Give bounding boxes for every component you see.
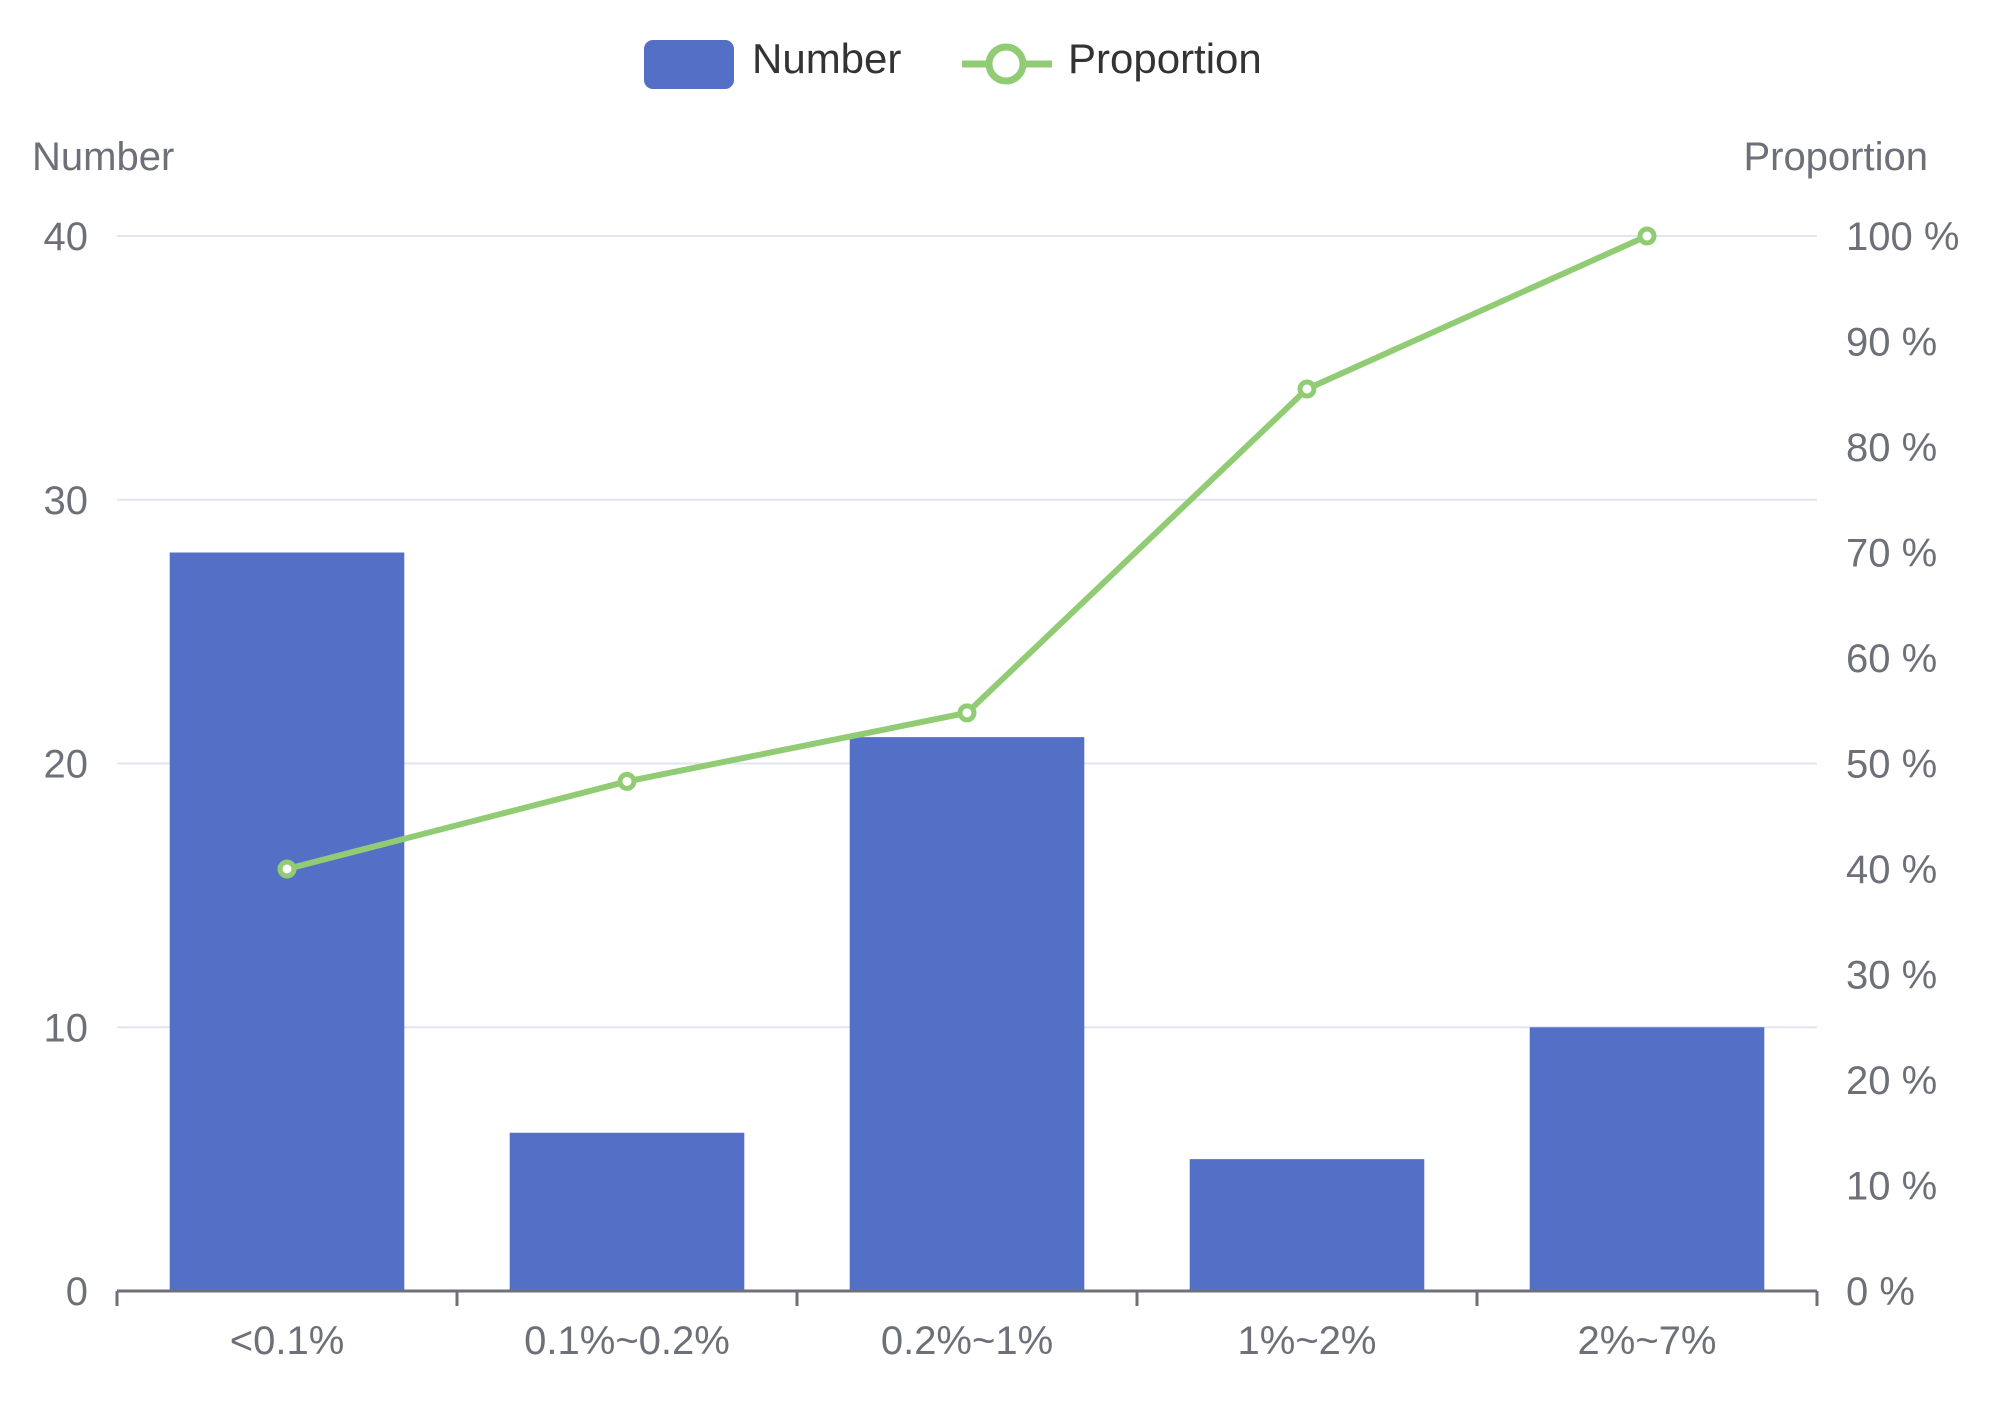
y-left-tick-label: 10: [44, 1006, 89, 1050]
legend-label-number: Number: [752, 35, 901, 82]
legend-label-proportion: Proportion: [1068, 35, 1262, 82]
proportion-point-4: [1637, 226, 1657, 246]
y-axis-left-title: Number: [32, 135, 174, 179]
y-right-tick-label: 70 %: [1846, 532, 1937, 576]
y-right-tick-label: 90 %: [1846, 321, 1937, 365]
x-axis: [115, 1289, 1819, 1306]
y-right-tick-label: 50 %: [1846, 743, 1937, 787]
bar-0: [169, 552, 405, 1291]
y-right-tick-label: 20 %: [1846, 1059, 1937, 1103]
legend[interactable]: Number Proportion: [644, 35, 1262, 89]
y-axis-right-title: Proportion: [1743, 135, 1928, 179]
legend-item-proportion[interactable]: Proportion: [962, 35, 1262, 85]
proportion-point-1: [617, 771, 637, 791]
y-left-tick-label: 0: [66, 1270, 88, 1314]
y-right-tick-label: 100 %: [1846, 215, 1959, 259]
proportion-point-0: [277, 859, 297, 879]
y-axis-right-ticks: 0 % 10 % 20 % 30 % 40 % 50 % 60 % 70 % 80 % 90 % 1…: [1846, 215, 1959, 1314]
x-tick-label: <0.1%: [230, 1319, 345, 1363]
y-right-tick-label: 30 %: [1846, 954, 1937, 998]
x-tick-label: 0.1%~0.2%: [524, 1319, 730, 1363]
bar-4: [1529, 1027, 1765, 1291]
y-left-tick-label: 40: [44, 215, 89, 259]
legend-line-marker: [985, 43, 1027, 85]
y-axis-left-ticks: 0 10 20 30 40: [44, 215, 89, 1314]
y-right-tick-label: 0 %: [1846, 1270, 1915, 1314]
bar-series: [169, 552, 1765, 1291]
line-series: [277, 226, 1657, 879]
x-axis-ticks: <0.1% 0.1%~0.2% 0.2%~1% 1%~2% 2%~7%: [230, 1319, 1717, 1363]
y-left-tick-label: 30: [44, 479, 89, 523]
bar-3: [1189, 1159, 1425, 1291]
y-right-tick-label: 40 %: [1846, 848, 1937, 892]
bar-2: [849, 737, 1085, 1291]
y-right-tick-label: 60 %: [1846, 637, 1937, 681]
y-left-tick-label: 20: [44, 743, 89, 787]
x-tick-label: 0.2%~1%: [881, 1319, 1053, 1363]
x-tick-label: 2%~7%: [1578, 1319, 1717, 1363]
y-right-tick-label: 10 %: [1846, 1165, 1937, 1209]
x-tick-label: 1%~2%: [1238, 1319, 1377, 1363]
proportion-point-3: [1297, 379, 1317, 399]
bar-1: [509, 1132, 745, 1291]
proportion-point-2: [957, 703, 977, 723]
legend-bar-swatch: [644, 40, 734, 89]
legend-item-number[interactable]: Number: [644, 35, 901, 89]
y-right-tick-label: 80 %: [1846, 426, 1937, 470]
